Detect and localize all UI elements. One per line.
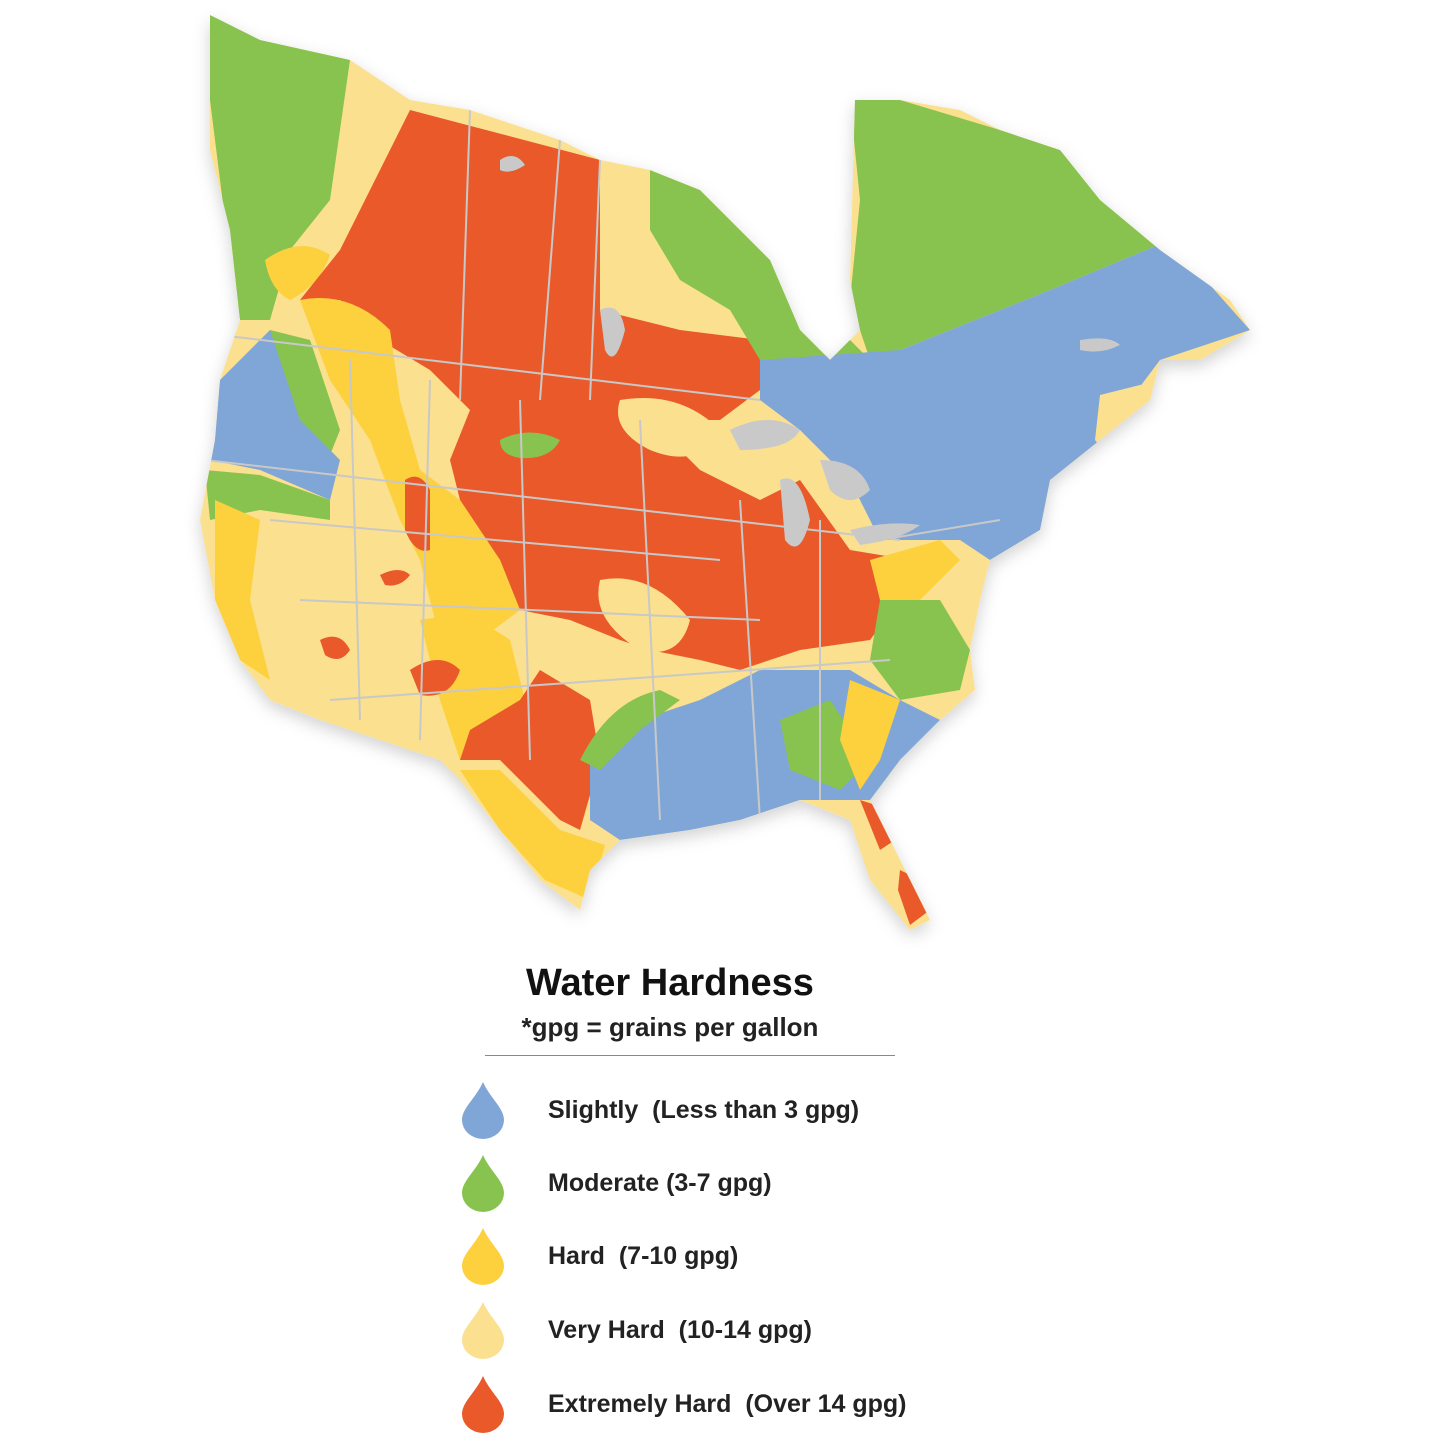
lake <box>850 523 920 545</box>
boundary-line <box>419 379 431 741</box>
boundary-line <box>269 519 721 561</box>
legend-label: Moderate (3-7 gpg) <box>548 1168 772 1197</box>
boundary-line <box>459 109 471 401</box>
lake <box>1080 338 1120 352</box>
region-hard <box>870 540 960 600</box>
region-very-hard <box>618 398 720 457</box>
region-slightly <box>760 240 1250 560</box>
legend-label: Extremely Hard (Over 14 gpg) <box>548 1389 907 1418</box>
water-drop-icon <box>462 1228 504 1285</box>
region-moderate <box>780 700 870 790</box>
water-hardness-map <box>200 15 1250 930</box>
region-slightly <box>210 330 340 500</box>
region-extremely-hard <box>380 570 410 586</box>
legend-item-extremely-hard: Extremely Hard (Over 14 gpg) <box>458 1374 906 1434</box>
region-extremely-hard <box>300 110 910 670</box>
boundary-line <box>329 659 891 701</box>
water-drop-icon <box>462 1302 504 1359</box>
water-drop-icon <box>462 1155 504 1212</box>
boundary-line <box>879 519 1001 541</box>
lake <box>600 307 625 357</box>
legend-item-slightly: Slightly (Less than 3 gpg) <box>458 1080 859 1140</box>
boundary-line <box>739 499 761 821</box>
legend-item-hard: Hard (7-10 gpg) <box>458 1226 738 1286</box>
boundary-line <box>589 159 601 401</box>
region-moderate <box>850 100 1170 360</box>
boundary-line <box>219 334 761 401</box>
region-hard <box>215 500 270 680</box>
lake <box>730 420 800 450</box>
legend-label: Slightly (Less than 3 gpg) <box>548 1095 860 1124</box>
legend-title: Water Hardness <box>526 962 814 1004</box>
region-hard <box>300 298 520 640</box>
region-hard <box>265 246 330 300</box>
boundary-line <box>639 419 661 821</box>
region-extremely-hard <box>898 870 930 925</box>
region-very-hard <box>600 160 680 310</box>
legend-label: Hard (7-10 gpg) <box>548 1241 739 1270</box>
lake <box>820 460 870 500</box>
region-moderate <box>500 432 560 459</box>
region-extremely-hard <box>320 636 350 659</box>
boundary-line <box>299 599 761 621</box>
boundary-line <box>539 139 561 401</box>
legend-item-moderate: Moderate (3-7 gpg) <box>458 1153 772 1213</box>
legend-subtitle: *gpg = grains per gallon <box>521 1012 819 1042</box>
boundary-line <box>519 399 531 761</box>
lake <box>500 156 525 172</box>
water-drop-icon <box>462 1376 504 1433</box>
legend-label: Very Hard (10-14 gpg) <box>548 1315 812 1344</box>
lake <box>780 478 810 547</box>
region-hard <box>840 680 900 790</box>
water-drop-icon <box>462 1082 504 1139</box>
legend-item-very-hard: Very Hard (10-14 gpg) <box>458 1300 812 1360</box>
boundary-line <box>349 359 361 721</box>
region-moderate <box>870 600 970 700</box>
region-moderate <box>210 15 350 320</box>
region-moderate <box>205 470 330 520</box>
legend-divider <box>485 1055 895 1056</box>
region-hard <box>460 770 605 900</box>
